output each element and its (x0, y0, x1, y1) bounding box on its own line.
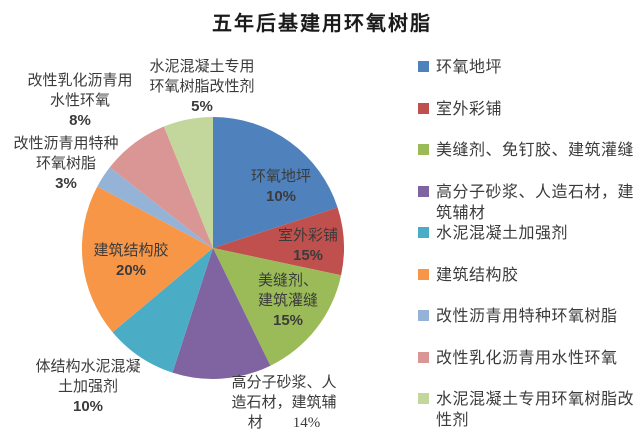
legend-swatch (418, 61, 429, 72)
legend-label: 室外彩铺 (436, 100, 503, 118)
legend-label: 高分子砂浆、人造石材，建筑辅材 (436, 183, 635, 222)
legend-label: 水泥混凝土专用环氧树脂改性剂 (436, 391, 635, 429)
pie-label-line: 10% (72, 398, 104, 415)
pie-slice-9 (163, 116, 213, 249)
legend-label: 改性乳化沥青用水性环氧 (436, 349, 618, 367)
pie-label-line: 造石材，建筑辅 (231, 395, 337, 411)
pie-label-line: 室外彩铺 (277, 228, 339, 244)
legend: 环氧地坪 室外彩铺 美缝剂、免钉胶、建筑灌缝 高分子砂浆、人造石材，建筑辅材 水泥混凝土… (418, 57, 644, 435)
pie-label-line: 体结构水泥混凝 (35, 359, 141, 375)
pie-slice-2 (213, 207, 344, 276)
pie-slice-1 (213, 117, 338, 248)
pie-label-line: 环氧地坪 (250, 169, 312, 185)
legend-label: 美缝剂、免钉胶、建筑灌缝 (436, 142, 635, 159)
pie-slice-7 (97, 167, 213, 248)
legend-label: 水泥混凝土加强剂 (436, 225, 569, 242)
legend-item: 环氧地坪 (418, 57, 644, 78)
legend-item: 高分子砂浆、人造石材，建筑辅材 (418, 182, 644, 224)
legend-label: 建筑结构胶 (436, 266, 519, 284)
pie-label-concrete-strengthening-agent: 体结构水泥混凝 土加强剂 10% (35, 357, 140, 417)
pie-label-line: 水泥混凝土专用 (149, 59, 255, 75)
legend-label: 环氧地坪 (436, 59, 503, 76)
pie-slice-8 (109, 126, 213, 248)
pie-label-line: 10% (265, 188, 297, 205)
pie-label-line: 15% (272, 312, 304, 329)
pie-label-line: 水性环氧 (49, 93, 111, 109)
legend-swatch (418, 393, 429, 404)
pie-label-line: 改性沥青用特种 (13, 136, 119, 152)
legend-swatch (418, 227, 429, 238)
pie-label-line: 美缝剂、 (257, 273, 319, 289)
pie-label-line: 建筑灌缝 (257, 293, 319, 309)
pie-label-line: 高分子砂浆、人 (231, 375, 337, 391)
pie-label-joint-sealant-building-caulking: 美缝剂、建筑灌缝 15% (258, 271, 318, 331)
pie-label-line: 20% (115, 262, 147, 279)
legend-item: 改性乳化沥青用水性环氧 (418, 348, 644, 369)
pie-label-epoxy-flooring: 环氧地坪 10% (251, 167, 311, 207)
pie-slice-5 (112, 248, 213, 373)
legend-item: 美缝剂、免钉胶、建筑灌缝 (418, 140, 644, 161)
legend-item: 水泥混凝土专用环氧树脂改性剂 (418, 389, 644, 431)
pie-label-line: 5% (191, 98, 213, 115)
pie-label-polymer-mortar-artificial-stone: 高分子砂浆、人 造石材，建筑辅材 14% (231, 373, 336, 433)
pie-slice-3 (213, 248, 342, 366)
legend-item: 水泥混凝土加强剂 (418, 223, 644, 244)
pie-label-line: 3% (55, 175, 77, 192)
pie-label-line: 15% (292, 247, 324, 264)
pie-label-outdoor-color-paving: 室外彩铺 15% (278, 226, 338, 266)
pie-slice-6 (81, 186, 213, 333)
legend-swatch (418, 185, 429, 197)
pie-label-structural-adhesive: 建筑结构胶 20% (93, 241, 168, 281)
legend-label: 改性沥青用特种环氧树脂 (436, 308, 618, 325)
pie-label-line: 土加强剂 (57, 379, 119, 395)
legend-item: 室外彩铺 (418, 99, 644, 120)
legend-swatch (418, 268, 429, 280)
legend-swatch (418, 102, 429, 114)
legend-item: 改性沥青用特种环氧树脂 (418, 306, 644, 327)
pie-label-line: 建筑结构胶 (93, 243, 169, 259)
pie-label-line: 材 14% (247, 415, 321, 431)
chart-title: 五年后基建用环氧树脂 (212, 13, 432, 35)
pie-label-line: 环氧树脂 (35, 156, 97, 172)
pie-label-line: 改性乳化沥青用 (27, 73, 133, 89)
pie-slice-4 (172, 248, 271, 379)
pie-label-special-epoxy-modified-asphalt: 改性沥青用特种 环氧树脂 3% (13, 134, 118, 194)
pie-label-concrete-epoxy-modifier: 水泥混凝土专用 环氧树脂改性剂 5% (149, 57, 254, 117)
legend-swatch (418, 351, 429, 363)
pie-label-line: 环氧树脂改性剂 (149, 79, 255, 95)
legend-swatch (418, 144, 429, 155)
pie-label-waterborne-epoxy-emulsified-asphalt: 改性乳化沥青用 水性环氧 8% (27, 71, 132, 131)
pie-label-line: 8% (69, 112, 91, 129)
legend-swatch (418, 310, 429, 321)
legend-item: 建筑结构胶 (418, 265, 644, 286)
